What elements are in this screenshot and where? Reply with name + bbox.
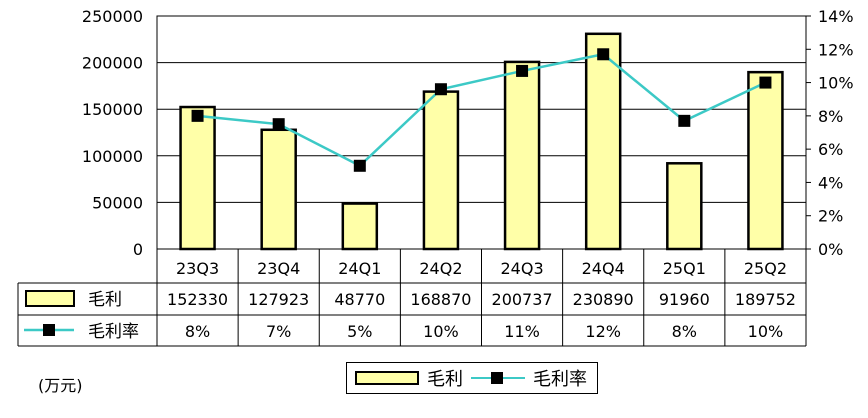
- data-label-gross-profit: 200737: [492, 290, 553, 309]
- y-right-tick-label: 12%: [818, 40, 854, 59]
- bar-gross-profit: [747, 70, 784, 251]
- x-tick-label: 25Q2: [744, 259, 787, 278]
- x-tick-label: 24Q3: [500, 259, 543, 278]
- y-right-tick-label: 8%: [818, 107, 843, 126]
- chart-legend: 毛利 毛利率: [346, 362, 598, 394]
- data-label-gross-margin: 11%: [504, 322, 540, 341]
- bar-gross-profit: [584, 32, 622, 251]
- data-label-gross-profit: 91960: [659, 290, 710, 309]
- y-right-tick-label: 14%: [818, 7, 854, 26]
- marker-gross-margin: [516, 64, 529, 77]
- table-row-label-gross-margin: 毛利率: [88, 322, 139, 342]
- data-label-gross-profit: 48770: [334, 290, 385, 309]
- y-right-tick-label: 6%: [818, 140, 843, 159]
- y-left-tick-label: 100000: [82, 147, 143, 166]
- legend-bar-swatch: [355, 371, 419, 385]
- line-gross-margin: [197, 52, 766, 168]
- y-right-tick-label: 0%: [818, 240, 843, 259]
- bar-gross-profit: [260, 128, 297, 251]
- data-label-gross-margin: 10%: [748, 322, 784, 341]
- y-right-tick-label: 10%: [818, 74, 854, 93]
- bar-gross-profit: [666, 162, 703, 251]
- x-tick-label: 24Q1: [338, 259, 381, 278]
- y-left-tick-label: 50000: [92, 193, 143, 212]
- x-tick-label: 23Q4: [257, 259, 300, 278]
- bar-gross-profit: [341, 202, 379, 251]
- legend-line-swatch: [471, 371, 525, 385]
- y-left-tick-label: 250000: [82, 7, 143, 26]
- marker-gross-margin: [759, 76, 772, 89]
- legend-label-gross-margin: 毛利率: [533, 369, 587, 390]
- y-left-tick-label: 200000: [82, 54, 143, 73]
- marker-gross-margin: [434, 83, 447, 96]
- x-tick-label: 24Q2: [419, 259, 462, 278]
- unit-label: (万元): [38, 376, 83, 395]
- legend-label-gross-profit: 毛利: [427, 369, 463, 390]
- table-row-label-gross-profit: 毛利: [88, 290, 122, 310]
- y-right-tick-label: 4%: [818, 173, 843, 192]
- data-label-gross-margin: 5%: [347, 322, 372, 341]
- data-label-gross-margin: 10%: [423, 322, 459, 341]
- marker-gross-margin: [597, 48, 610, 61]
- data-label-gross-profit: 189752: [735, 290, 796, 309]
- bar-gross-profit: [179, 105, 216, 251]
- table-key-bar: [25, 290, 75, 307]
- data-label-gross-margin: 7%: [266, 322, 291, 341]
- data-label-gross-margin: 8%: [672, 322, 697, 341]
- marker-gross-margin: [353, 159, 366, 172]
- data-label-gross-profit: 127923: [248, 290, 309, 309]
- y-right-tick-label: 2%: [818, 207, 843, 226]
- data-label-gross-profit: 230890: [573, 290, 634, 309]
- marker-gross-margin: [678, 114, 691, 127]
- data-label-gross-profit: 168870: [410, 290, 471, 309]
- marker-gross-margin: [272, 118, 285, 131]
- table-key-marker: [43, 324, 55, 336]
- y-left-tick-label: 0: [133, 240, 143, 259]
- x-tick-label: 23Q3: [176, 259, 219, 278]
- data-label-gross-margin: 8%: [185, 322, 210, 341]
- x-tick-label: 25Q1: [663, 259, 706, 278]
- marker-gross-margin: [191, 109, 204, 122]
- bar-gross-profit: [422, 90, 460, 251]
- data-label-gross-margin: 12%: [585, 322, 621, 341]
- data-label-gross-profit: 152330: [167, 290, 228, 309]
- bar-gross-profit: [503, 60, 541, 251]
- x-tick-label: 24Q4: [582, 259, 625, 278]
- plot-area: [156, 15, 807, 250]
- y-left-tick-label: 150000: [82, 100, 143, 119]
